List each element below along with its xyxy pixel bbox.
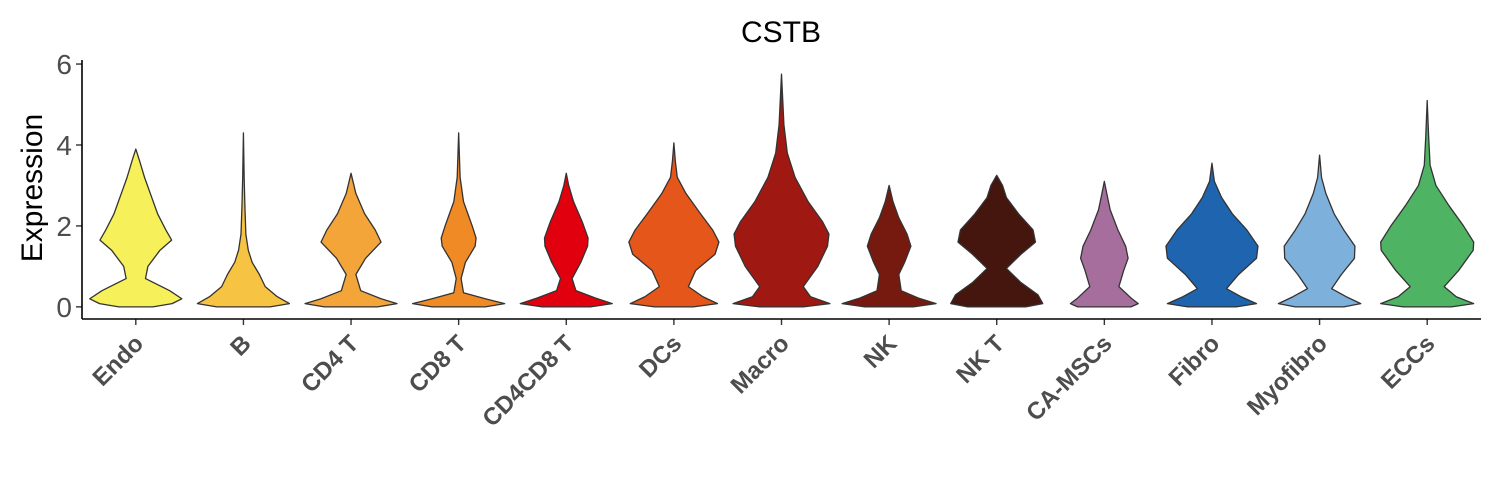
violin-b: [196, 132, 291, 308]
x-tick-label-myofibro: Myofibro: [1242, 330, 1333, 421]
x-tick-label-cd8-t: CD8 T: [404, 330, 472, 398]
x-tick-label-fibro: Fibro: [1164, 330, 1226, 392]
violin-eccs: [1380, 99, 1475, 308]
y-axis-label: Expression: [16, 114, 49, 262]
y-tick-label: 2: [56, 211, 72, 242]
violin-dcs: [628, 142, 720, 308]
x-tick-label-nk-t: NK T: [951, 330, 1010, 389]
x-tick-label-endo: Endo: [88, 330, 150, 392]
y-tick-label: 4: [56, 130, 72, 161]
x-tick-label-cd4-t: CD4 T: [296, 330, 364, 398]
x-tick-label-macro: Macro: [726, 330, 795, 399]
x-tick-label-dcs: DCs: [634, 330, 687, 383]
x-tick-label-ca-mscs: CA-MSCs: [1021, 330, 1117, 426]
x-tick-label-b: B: [225, 330, 256, 361]
x-tick-label-nk: NK: [859, 330, 903, 374]
violin-nk: [841, 184, 937, 308]
x-tick-label-cd4cd8-t: CD4CD8 T: [477, 330, 579, 432]
x-tick-label-eccs: ECCs: [1376, 330, 1440, 394]
violin-ca-mscs: [1069, 180, 1139, 308]
violin-cd4cd8-t: [519, 172, 613, 308]
violin-macro: [732, 73, 831, 308]
violin-cd4-t: [304, 172, 398, 308]
chart-title: CSTB: [741, 16, 821, 49]
violin-endo: [89, 148, 183, 308]
y-tick-label: 6: [56, 49, 72, 80]
violin-myofibro: [1277, 154, 1362, 308]
y-tick-label: 0: [56, 292, 72, 323]
violin-nk-t: [950, 174, 1044, 308]
y-axis: 0 2 4 6: [56, 49, 82, 323]
violin-group: [89, 73, 1475, 308]
violin-cd8-t: [412, 132, 506, 308]
x-axis: Endo B CD4 T CD8 T CD4CD8 T DCs Macro NK NK T CA-…: [88, 319, 1440, 432]
violin-fibro: [1165, 162, 1259, 308]
